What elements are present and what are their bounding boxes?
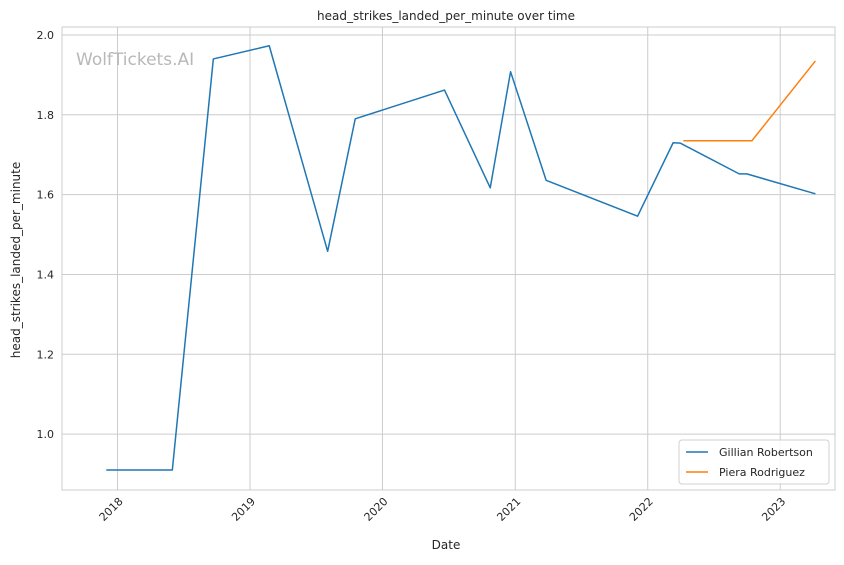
data-point-gillian-robertson bbox=[672, 142, 674, 144]
x-tick-label: 2020 bbox=[362, 495, 391, 524]
data-point-gillian-robertson bbox=[212, 58, 214, 60]
y-axis-label: head_strikes_landed_per_minute bbox=[9, 162, 23, 359]
data-point-gillian-robertson bbox=[489, 187, 491, 189]
data-point-gillian-robertson bbox=[636, 215, 638, 217]
x-tick-label: 2018 bbox=[97, 495, 126, 524]
watermark: WolfTickets.AI bbox=[76, 50, 194, 70]
data-point-gillian-robertson bbox=[354, 118, 356, 120]
series-line-gillian-robertson bbox=[106, 45, 816, 471]
data-point-piera-rodriguez bbox=[682, 140, 684, 142]
grid-lines bbox=[62, 27, 835, 490]
x-tick-label: 2022 bbox=[627, 495, 656, 524]
data-point-gillian-robertson bbox=[105, 469, 107, 471]
legend-label-piera-rodriguez: Piera Rodriguez bbox=[719, 466, 805, 479]
plot-frame bbox=[61, 26, 836, 491]
y-tick-labels: 1.0 1.2 1.4 1.6 1.8 2.0 bbox=[37, 29, 55, 441]
y-tick-label: 1.2 bbox=[37, 348, 55, 361]
legend-box bbox=[678, 439, 830, 485]
plot-area bbox=[62, 27, 835, 490]
data-point-gillian-robertson bbox=[268, 45, 270, 47]
data-point-gillian-robertson bbox=[738, 173, 740, 175]
data-point-gillian-robertson bbox=[814, 193, 816, 195]
data-point-gillian-robertson bbox=[679, 142, 681, 144]
x-tick-label: 2021 bbox=[494, 495, 523, 524]
data-point-gillian-robertson bbox=[509, 71, 511, 73]
x-tick-label: 2023 bbox=[759, 495, 788, 524]
data-point-gillian-robertson bbox=[171, 469, 173, 471]
data-point-gillian-robertson bbox=[326, 250, 328, 252]
data-point-piera-rodriguez bbox=[751, 140, 753, 142]
data-point-gillian-robertson bbox=[545, 179, 547, 181]
legend-label-gillian-robertson: Gillian Robertson bbox=[719, 446, 813, 459]
data-point-piera-rodriguez bbox=[814, 60, 816, 62]
legend: Gillian Robertson Piera Rodriguez bbox=[678, 439, 830, 485]
x-axis-label: Date bbox=[432, 538, 461, 552]
data-point-gillian-robertson bbox=[443, 89, 445, 91]
y-tick-label: 1.6 bbox=[37, 189, 55, 202]
y-tick-label: 2.0 bbox=[37, 29, 55, 42]
y-tick-label: 1.8 bbox=[37, 109, 55, 122]
x-tick-label: 2019 bbox=[229, 495, 258, 524]
y-tick-label: 1.4 bbox=[37, 268, 55, 281]
series-lines bbox=[105, 45, 816, 471]
x-tick-labels: 2018 2019 2020 2021 2022 2023 bbox=[97, 495, 789, 524]
y-tick-label: 1.0 bbox=[37, 428, 55, 441]
chart-title: head_strikes_landed_per_minute over time bbox=[317, 9, 575, 23]
series-line-piera-rodriguez bbox=[683, 60, 816, 142]
data-point-gillian-robertson bbox=[746, 173, 748, 175]
